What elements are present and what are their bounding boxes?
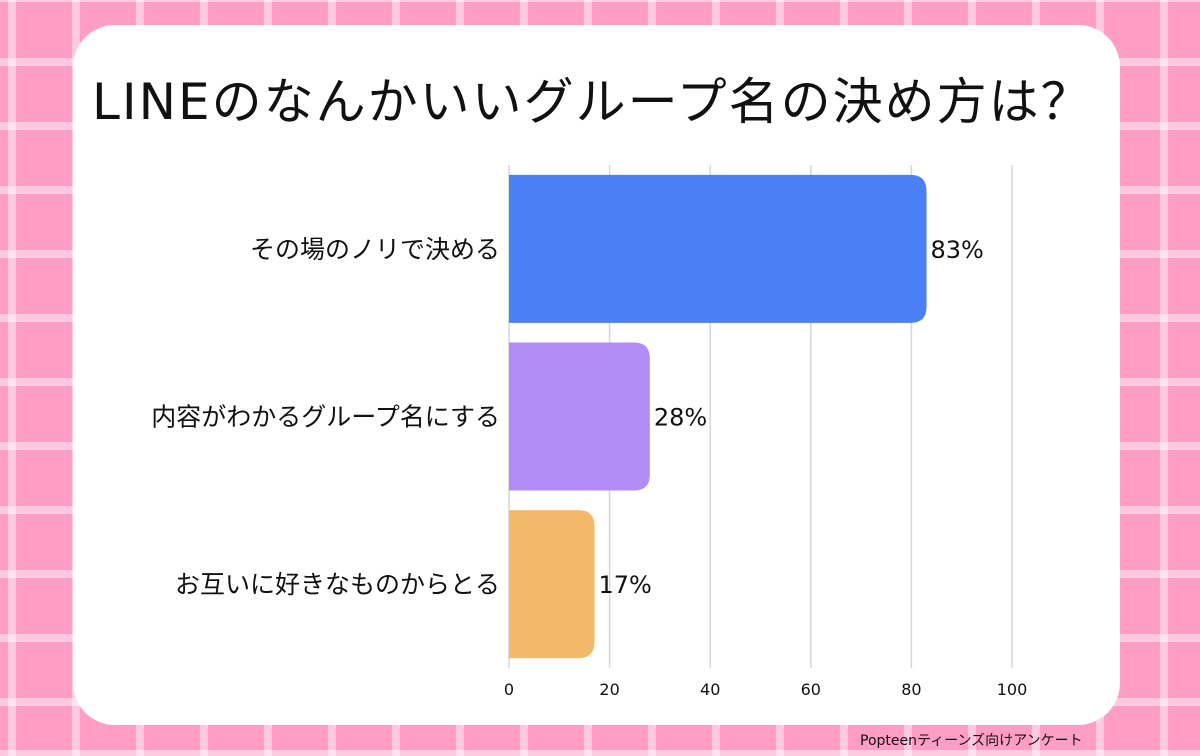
data-label: 28% [654,404,707,432]
category-label: お互いに好きなものからとる [175,570,500,599]
source-credit: Popteenティーンズ向けアンケート [860,733,1083,749]
x-tick-label: 0 [504,680,514,699]
bar [509,174,927,323]
category-label: 内容がわかるグループ名にする [151,403,500,432]
category-label: その場のノリで決める [250,235,500,264]
x-tick-label: 20 [599,680,619,699]
bar [509,510,595,659]
bar [509,342,650,491]
x-tick-label: 40 [700,680,720,699]
data-label: 17% [599,571,652,599]
chart-title: LINEのなんかいいグループ名の決め方は？ [92,73,1093,131]
data-label: 83% [930,236,983,264]
x-tick-label: 80 [901,680,921,699]
x-tick-label: 60 [801,680,821,699]
x-tick-label: 100 [997,680,1028,699]
